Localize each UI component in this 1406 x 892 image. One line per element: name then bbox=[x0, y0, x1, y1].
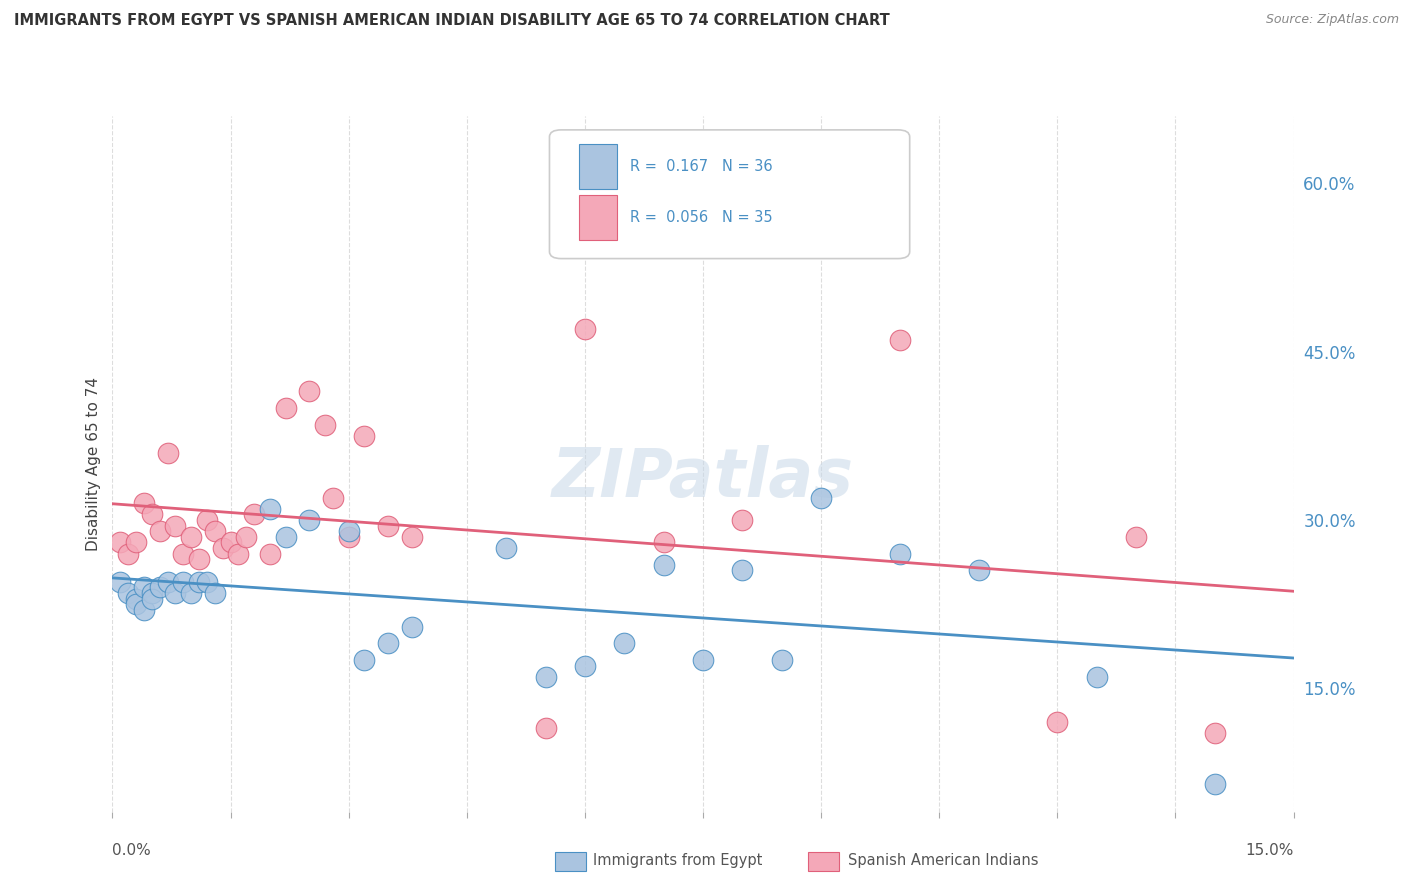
Text: Spanish American Indians: Spanish American Indians bbox=[848, 854, 1038, 868]
Text: R =  0.167   N = 36: R = 0.167 N = 36 bbox=[630, 159, 772, 174]
Point bbox=[337, 524, 360, 538]
Point bbox=[172, 547, 194, 561]
Point bbox=[188, 574, 211, 589]
Point bbox=[353, 429, 375, 443]
Point bbox=[211, 541, 233, 555]
Point bbox=[188, 552, 211, 566]
Point bbox=[770, 653, 793, 667]
Point bbox=[125, 591, 148, 606]
Point bbox=[731, 564, 754, 578]
Point bbox=[132, 580, 155, 594]
Point bbox=[1204, 726, 1226, 740]
Point bbox=[156, 445, 179, 459]
Point bbox=[180, 586, 202, 600]
Point bbox=[141, 586, 163, 600]
Point bbox=[259, 547, 281, 561]
Point bbox=[132, 603, 155, 617]
Point bbox=[337, 530, 360, 544]
Point bbox=[889, 547, 911, 561]
Point bbox=[141, 508, 163, 522]
Text: Immigrants from Egypt: Immigrants from Egypt bbox=[593, 854, 762, 868]
Point bbox=[298, 384, 321, 398]
Point bbox=[125, 597, 148, 611]
Point bbox=[149, 524, 172, 538]
Point bbox=[534, 721, 557, 735]
Point bbox=[692, 653, 714, 667]
FancyBboxPatch shape bbox=[579, 194, 617, 240]
Point bbox=[810, 491, 832, 505]
Point bbox=[377, 518, 399, 533]
Point bbox=[652, 558, 675, 572]
Point bbox=[125, 535, 148, 549]
Point bbox=[156, 574, 179, 589]
FancyBboxPatch shape bbox=[579, 144, 617, 189]
Point bbox=[1085, 670, 1108, 684]
Point bbox=[1125, 530, 1147, 544]
Text: R =  0.056   N = 35: R = 0.056 N = 35 bbox=[630, 210, 772, 225]
Point bbox=[149, 580, 172, 594]
Y-axis label: Disability Age 65 to 74: Disability Age 65 to 74 bbox=[86, 376, 101, 551]
Text: ZIPatlas: ZIPatlas bbox=[553, 445, 853, 511]
Point bbox=[298, 513, 321, 527]
Text: Source: ZipAtlas.com: Source: ZipAtlas.com bbox=[1265, 13, 1399, 27]
Point bbox=[1046, 714, 1069, 729]
Point bbox=[652, 535, 675, 549]
Text: 0.0%: 0.0% bbox=[112, 843, 152, 858]
Point bbox=[117, 586, 139, 600]
Point bbox=[613, 636, 636, 650]
Point bbox=[165, 518, 187, 533]
Point bbox=[967, 564, 990, 578]
Point bbox=[353, 653, 375, 667]
Point bbox=[180, 530, 202, 544]
Text: 15.0%: 15.0% bbox=[1246, 843, 1294, 858]
Point bbox=[1204, 777, 1226, 791]
Point bbox=[574, 322, 596, 336]
Point bbox=[110, 574, 132, 589]
Point bbox=[274, 401, 297, 415]
Point bbox=[731, 513, 754, 527]
Point bbox=[165, 586, 187, 600]
Point bbox=[401, 530, 423, 544]
Point bbox=[195, 574, 218, 589]
Point bbox=[132, 496, 155, 510]
FancyBboxPatch shape bbox=[550, 130, 910, 259]
Text: IMMIGRANTS FROM EGYPT VS SPANISH AMERICAN INDIAN DISABILITY AGE 65 TO 74 CORRELA: IMMIGRANTS FROM EGYPT VS SPANISH AMERICA… bbox=[14, 13, 890, 29]
Point bbox=[377, 636, 399, 650]
Point bbox=[401, 619, 423, 633]
Point bbox=[322, 491, 344, 505]
Point bbox=[314, 417, 336, 432]
Point bbox=[243, 508, 266, 522]
Point bbox=[117, 547, 139, 561]
Point bbox=[204, 524, 226, 538]
Point bbox=[534, 670, 557, 684]
Point bbox=[274, 530, 297, 544]
Point bbox=[172, 574, 194, 589]
Point bbox=[195, 513, 218, 527]
Point bbox=[889, 334, 911, 348]
Point bbox=[141, 591, 163, 606]
Point bbox=[204, 586, 226, 600]
Point bbox=[574, 658, 596, 673]
Point bbox=[495, 541, 517, 555]
Point bbox=[110, 535, 132, 549]
Point bbox=[235, 530, 257, 544]
Point bbox=[219, 535, 242, 549]
Point bbox=[228, 547, 250, 561]
Point bbox=[259, 501, 281, 516]
